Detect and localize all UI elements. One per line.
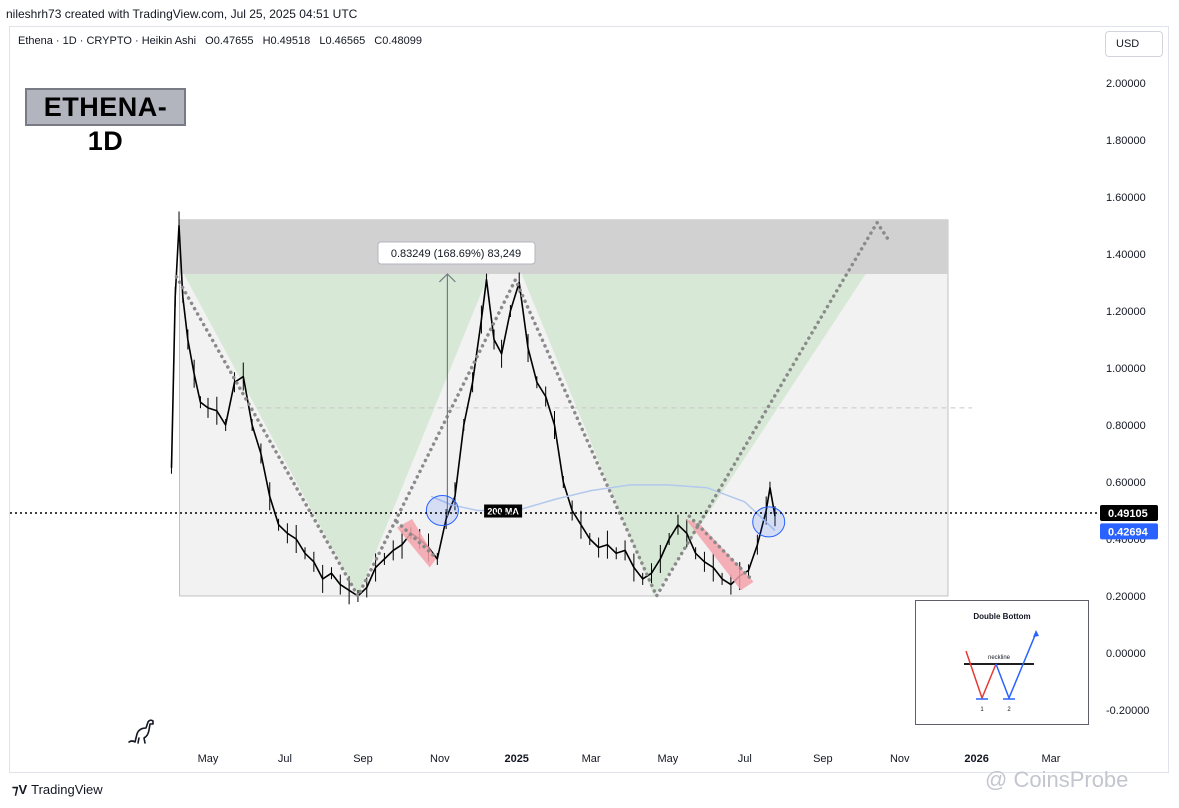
y-tick-label: 0.20000 (1106, 591, 1146, 603)
projection-dotted-line-1 (174, 219, 891, 600)
y-tick-label: 0.00000 (1106, 648, 1146, 660)
dinosaur-icon (128, 719, 154, 744)
chart-frame (9, 26, 1169, 773)
inset-red-leg (965, 650, 997, 701)
ohlc-low: L0.46565 (319, 35, 366, 47)
symbol-info: Ethena · 1D · CRYPTO · Heikin Ashi O0.47… (18, 35, 428, 47)
currency-button[interactable]: USD (1105, 31, 1163, 57)
measure-label-box (377, 241, 536, 265)
x-tick-label: 2025 (504, 753, 528, 765)
inset-blue-leg (995, 632, 1037, 701)
chart-title-label: ETHENA-1D (25, 88, 186, 156)
inset-title: Double Bottom (973, 612, 1031, 621)
green-zone-left (183, 273, 489, 596)
x-tick-label: May (198, 753, 219, 765)
y-tick-label: 1.60000 (1106, 192, 1146, 204)
inset-arrow-head (1033, 630, 1039, 637)
y-tick-label: 0.60000 (1106, 477, 1146, 489)
y-tick-label: 1.00000 (1106, 363, 1146, 375)
symbol-name[interactable]: Ethena · 1D · CRYPTO · Heikin Ashi (18, 35, 197, 47)
projection-dotted-line-3 (687, 514, 753, 581)
ohlc-high: H0.49518 (262, 35, 311, 47)
ma-200-line (430, 484, 776, 532)
x-tick-label: Sep (353, 753, 373, 765)
y-tick-label: -0.20000 (1106, 705, 1149, 717)
inset-bottom2-label: 2 (1007, 707, 1011, 713)
x-tick-label: 2026 (964, 753, 988, 765)
x-tick-label: May (658, 753, 679, 765)
red-channel-2 (685, 519, 754, 591)
tradingview-brand[interactable]: ⁊V TradingView (12, 782, 103, 798)
x-tick-label: Jul (278, 753, 292, 765)
ma-label-box (484, 504, 523, 518)
y-tick-label: 1.40000 (1106, 249, 1146, 261)
y-tick-label: 1.80000 (1106, 135, 1146, 147)
inset-bottom1-label: 1 (980, 707, 984, 713)
coinsprobe-watermark: @ CoinsProbe (985, 767, 1129, 792)
x-tick-label: Mar (1041, 753, 1060, 765)
x-tick-label: Mar (582, 753, 601, 765)
current-price-badge (1100, 505, 1158, 522)
inset-neckline-label: neckline (988, 655, 1011, 661)
x-tick-label: Nov (890, 753, 910, 765)
measure-arrow-head (438, 273, 456, 283)
y-tick-label: 2.00000 (1106, 78, 1146, 90)
green-zone-right (521, 273, 866, 596)
tradingview-logo-icon: ⁊V (12, 782, 28, 797)
x-tick-label: Jul (738, 753, 752, 765)
ma-price-badge (1100, 523, 1158, 540)
resistance-zone (179, 219, 948, 274)
brand-text: TradingView (31, 782, 103, 797)
current-price-label: 0.49105 (1108, 508, 1148, 520)
ma-label: 200 MA (487, 507, 519, 517)
price-line (170, 224, 776, 597)
x-tick-label: Sep (813, 753, 833, 765)
measure-label: 0.83249 (168.69%) 83,249 (391, 248, 521, 260)
y-tick-label: 0.80000 (1106, 420, 1146, 432)
created-by-text: nileshrh73 created with TradingView.com,… (6, 7, 358, 21)
ma-price-label: 0.42694 (1108, 526, 1149, 538)
highlight-circle-2 (752, 506, 786, 538)
double-bottom-inset: Double Bottom neckline 1 2 (915, 600, 1089, 725)
ohlc-close: C0.48099 (374, 35, 423, 47)
highlight-circle-1 (425, 495, 459, 526)
y-tick-label: 1.20000 (1106, 306, 1146, 318)
ohlc-open: O0.47655 (205, 35, 254, 47)
x-tick-label: Nov (430, 753, 450, 765)
